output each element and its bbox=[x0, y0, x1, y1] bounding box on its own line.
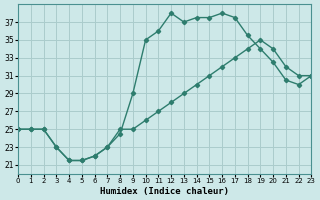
X-axis label: Humidex (Indice chaleur): Humidex (Indice chaleur) bbox=[100, 187, 229, 196]
